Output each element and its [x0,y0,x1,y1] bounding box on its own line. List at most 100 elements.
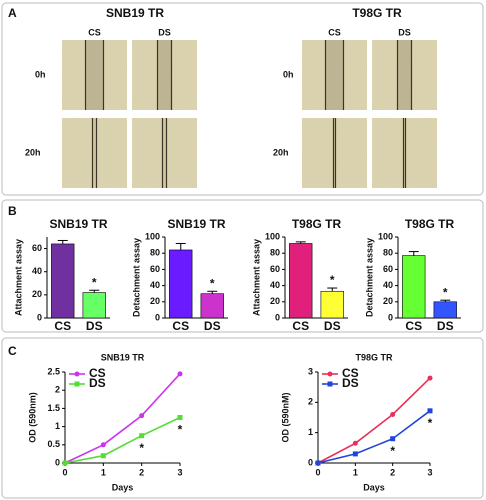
y-tick-label: 20 [383,296,393,306]
chart-title: SNB19 TR [167,217,225,231]
group-title: T98G TR [352,6,402,20]
y-tick-label: 100 [378,231,393,241]
y-tick-label: 60 [32,243,42,253]
bar [320,290,344,319]
wound-gap [157,40,172,110]
legend-marker [74,381,80,387]
y-axis-label: Attachment assay [251,239,261,316]
marker [139,433,145,439]
significance-mark: * [210,276,215,290]
wound-gap [325,40,344,110]
legend-label: DS [89,376,106,390]
x-tick-label: 0 [315,467,320,477]
y-tick-label: 0 [308,457,313,467]
y-tick-label: 2 [55,385,60,395]
x-tick-label: 1 [101,467,106,477]
y-axis-label: Detachment assay [131,238,141,317]
x-tick-label: DS [437,319,454,333]
series-line [317,377,431,464]
significance-mark: * [390,444,395,458]
y-tick-label: 0 [388,312,393,322]
wound-gap [397,40,412,110]
chart-title: SNB19 TR [101,352,145,362]
x-tick-label: CS [405,319,422,333]
x-tick-label: 3 [177,467,182,477]
y-tick-label: 40 [270,280,280,290]
chart-title: SNB19 TR [49,217,107,231]
legend-marker [74,371,80,377]
y-tick-label: 40 [32,266,42,276]
y-tick-label: 0 [55,457,60,467]
y-tick-label: 2 [308,397,313,407]
panel-frame [1,337,484,499]
significance-mark: * [443,285,448,299]
row-label: 20h [273,147,289,157]
row-label: 0h [35,69,46,79]
legend-label: CS [89,366,106,380]
wound-gap [162,118,167,188]
marker [315,460,321,466]
y-tick-label: 80 [150,248,160,258]
y-tick-label: 20 [150,296,160,306]
x-tick-label: 1 [353,467,358,477]
y-tick-label: 60 [383,264,393,274]
y-tick-label: 80 [383,248,393,258]
y-tick-label: 60 [270,264,280,274]
marker [62,460,68,466]
legend-label: DS [342,376,359,390]
series-line [64,416,181,464]
y-tick-label: 40 [150,280,160,290]
series-line [64,373,181,464]
significance-mark: * [92,275,97,289]
marker [352,451,358,457]
marker [177,415,183,420]
x-tick-label: 3 [427,467,432,477]
series-line [317,410,431,464]
y-axis-label: Detachment assay [364,238,374,317]
y-tick-label: 40 [383,280,393,290]
legend-label: CS [342,366,359,380]
significance-mark: * [330,273,335,287]
y-tick-label: 100 [145,231,160,241]
significance-mark: * [178,423,183,437]
legend-marker [327,381,333,387]
marker [100,442,106,448]
wound-gap [403,118,406,188]
y-axis-label: Attachment assay [13,239,23,316]
bar [289,243,313,319]
x-tick-label: DS [86,319,103,333]
row-label: 0h [283,69,294,79]
panel-frame [1,199,484,333]
y-axis-label: OD (590nM) [280,392,290,442]
bar [169,249,193,319]
y-tick-label: 1 [308,427,313,437]
panel-label: B [8,204,17,218]
y-tick-label: 2.5 [47,366,60,376]
y-tick-label: 0 [37,312,42,322]
x-tick-label: 2 [390,467,395,477]
significance-mark: * [139,441,144,455]
y-tick-label: 1.5 [47,403,60,413]
chart-title: T98G TR [292,217,342,231]
x-axis-label: Days [363,482,385,492]
row-label: 20h [25,147,41,157]
chart-title: T98G TR [405,217,455,231]
bar [51,243,75,319]
bar [433,301,457,319]
y-tick-label: 20 [270,296,280,306]
y-tick-label: 0 [155,312,160,322]
y-tick-label: 3 [308,366,313,376]
bar [82,292,106,319]
marker [139,413,145,419]
x-tick-label: 2 [139,467,144,477]
y-tick-label: 0 [275,312,280,322]
column-label: DS [398,27,411,37]
column-label: DS [158,27,171,37]
bar [200,293,224,319]
x-tick-label: CS [54,319,71,333]
x-axis-label: Days [112,482,134,492]
panel-label: A [8,6,17,20]
x-tick-label: CS [292,319,309,333]
